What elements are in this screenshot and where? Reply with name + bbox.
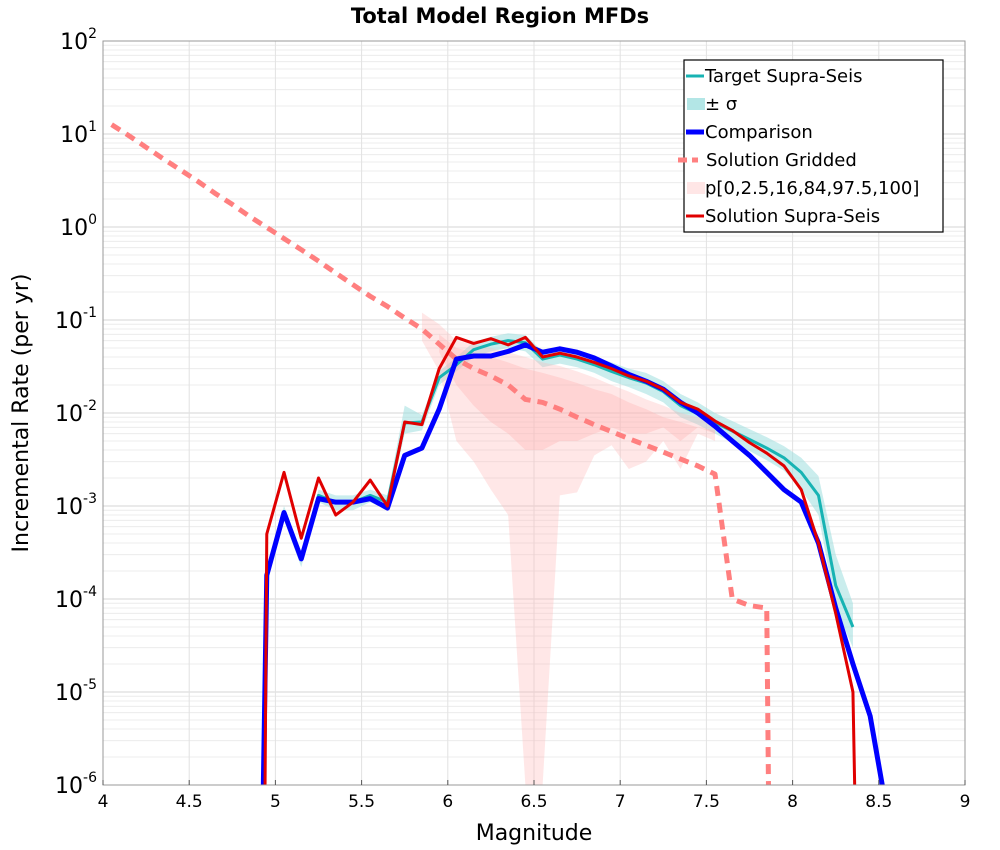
band--: [266, 333, 853, 648]
x-tick-label: 7.5: [693, 792, 720, 812]
band-p-inner: [439, 334, 716, 451]
x-tick-label: 8: [787, 792, 798, 812]
x-tick-label: 6.5: [520, 792, 547, 812]
series-lines: [110, 122, 885, 786]
x-tick-label: 5: [270, 792, 281, 812]
legend-label: Solution Supra-Seis: [705, 206, 880, 227]
legend-swatch-p-0-2-5-16-84-97-5-100: [687, 182, 705, 194]
y-tick-label: 102: [60, 26, 97, 55]
x-axis-label: Magnitude: [476, 821, 593, 846]
uncertainty-bands: [266, 312, 853, 785]
legend-label: p[0,2.5,16,84,97.5,100]: [705, 178, 919, 199]
y-tick-label: 10-3: [55, 491, 97, 520]
x-axis-ticks: 4 4.5 5 5.5 6 6.5 7 7.5 8 8.5 9: [98, 780, 971, 812]
y-tick-label: 100: [60, 212, 97, 241]
x-tick-label: 4: [98, 792, 109, 812]
y-tick-label: 10-2: [55, 398, 97, 427]
band-p-0-2-5-16-84-97-5-100-: [421, 312, 716, 785]
x-tick-label: 8.5: [865, 792, 892, 812]
y-tick-label: 101: [60, 119, 97, 148]
legend-label: ± σ: [705, 94, 737, 115]
y-axis-label: Incremental Rate (per yr): [9, 274, 34, 553]
y-tick-label: 10-4: [55, 584, 97, 613]
series-solution-gridded: [110, 122, 771, 786]
legend-label: Target Supra-Seis: [704, 66, 862, 87]
x-tick-label: 7: [615, 792, 626, 812]
legend-swatch-sigma: [687, 98, 705, 110]
legend-label: Comparison: [705, 122, 813, 143]
y-axis-ticks: 10-6 10-5 10-4 10-3 10-2 10-1 100 101 102: [55, 26, 97, 799]
chart-title: Total Model Region MFDs: [351, 4, 649, 28]
y-tick-label: 10-5: [55, 677, 97, 706]
series-comparison: [260, 342, 885, 786]
x-tick-label: 9: [960, 792, 971, 812]
y-tick-label: 10-1: [55, 305, 97, 334]
legend-box: [683, 59, 944, 233]
legend-label: Solution Gridded: [706, 150, 857, 171]
series-solution-supra-seis: [263, 335, 857, 786]
y-tick-label: 10-6: [55, 770, 97, 799]
legend: Target Supra-Seis ± σ Comparison Solution G…: [678, 59, 944, 233]
x-tick-label: 4.5: [176, 792, 203, 812]
x-tick-label: 6: [442, 792, 453, 812]
x-tick-label: 5.5: [348, 792, 375, 812]
